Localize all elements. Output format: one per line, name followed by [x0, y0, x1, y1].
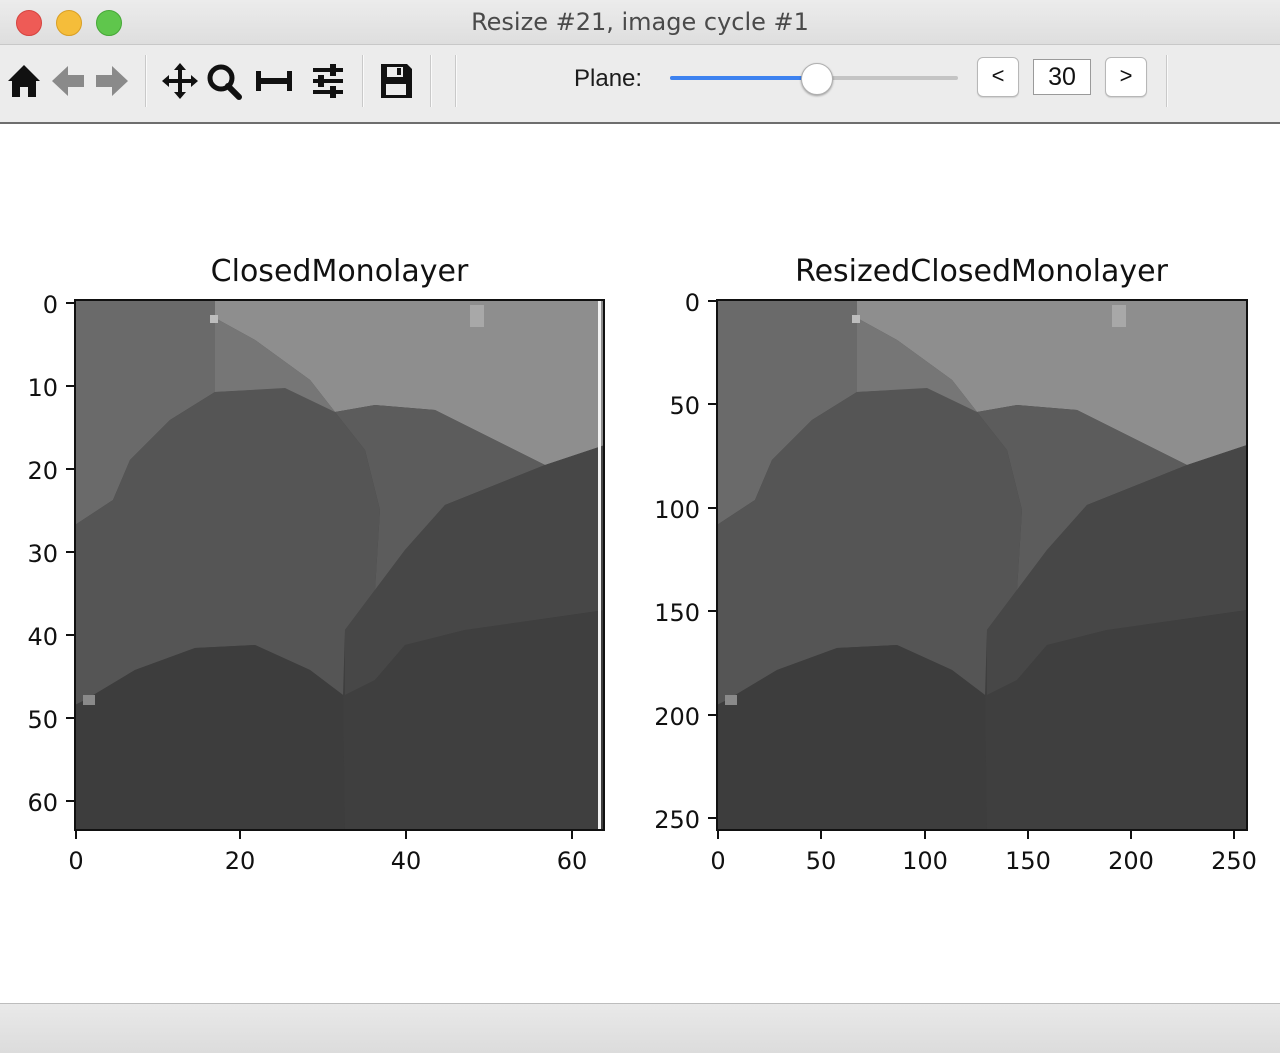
y-tick-label: 10 — [27, 374, 58, 402]
window-title: Resize #21, image cycle #1 — [471, 8, 809, 36]
x-tick-label: 60 — [557, 847, 588, 875]
x-tick: 0 — [68, 830, 84, 875]
toolbar-separator — [1166, 55, 1168, 107]
y-tick-label: 50 — [27, 706, 58, 734]
x-tick-label: 50 — [806, 847, 837, 875]
y-tick-label: 60 — [27, 789, 58, 817]
y-tick: 30 — [27, 540, 75, 568]
subplots-adjust-icon[interactable] — [254, 61, 294, 101]
y-tick: 20 — [27, 457, 75, 485]
y-tick-label: 0 — [685, 289, 700, 317]
status-bar — [0, 1003, 1280, 1053]
y-tick-label: 20 — [27, 457, 58, 485]
left-plot-title: ClosedMonolayer — [211, 254, 469, 289]
left-plot-panel: ClosedMonolayer 0 10 20 30 40 50 60 0 20… — [27, 254, 605, 875]
x-tick: 20 — [225, 830, 256, 875]
x-tick: 100 — [902, 830, 948, 875]
slider-thumb[interactable] — [800, 63, 833, 95]
y-tick-label: 150 — [654, 599, 700, 627]
y-tick: 40 — [27, 623, 75, 651]
left-y-axis: 0 10 20 30 40 50 60 — [27, 291, 75, 817]
home-icon[interactable] — [4, 61, 44, 101]
y-tick: 0 — [43, 291, 75, 319]
x-tick-label: 0 — [710, 847, 725, 875]
slider-fill — [670, 76, 817, 80]
x-tick: 200 — [1108, 830, 1154, 875]
pan-icon[interactable] — [160, 61, 200, 101]
x-tick-label: 250 — [1211, 847, 1257, 875]
x-tick: 60 — [557, 830, 588, 875]
toolbar-separator — [430, 55, 432, 107]
x-tick-label: 100 — [902, 847, 948, 875]
y-tick: 0 — [685, 289, 717, 317]
y-tick-label: 200 — [654, 703, 700, 731]
left-image[interactable] — [75, 300, 605, 830]
right-x-axis: 0 50 100 150 200 250 — [710, 830, 1257, 875]
y-tick: 200 — [654, 703, 717, 731]
left-x-axis: 0 20 40 60 — [68, 830, 587, 875]
y-tick: 50 — [27, 706, 75, 734]
y-tick-label: 100 — [654, 496, 700, 524]
y-tick: 60 — [27, 789, 75, 817]
y-tick: 50 — [669, 392, 717, 420]
plane-label: Plane: — [574, 65, 643, 92]
toolbar-separator — [145, 55, 147, 107]
left-image-edge-strip — [598, 300, 601, 830]
left-axes-frame — [74, 299, 605, 831]
figure-canvas[interactable]: ClosedMonolayer 0 10 20 30 40 50 60 0 20… — [0, 124, 1280, 1003]
x-tick-label: 20 — [225, 847, 256, 875]
x-tick-label: 40 — [391, 847, 422, 875]
right-plot-title: ResizedClosedMonolayer — [795, 254, 1168, 289]
y-tick-label: 0 — [43, 291, 58, 319]
x-tick: 40 — [391, 830, 422, 875]
y-tick-label: 50 — [669, 392, 700, 420]
x-tick: 0 — [710, 830, 726, 875]
y-tick: 250 — [654, 806, 717, 834]
save-icon[interactable] — [376, 61, 416, 101]
close-window-button[interactable] — [16, 10, 42, 36]
y-tick-label: 40 — [27, 623, 58, 651]
right-axes-frame — [716, 299, 1248, 831]
x-tick: 150 — [1005, 830, 1051, 875]
maximize-window-button[interactable] — [96, 10, 122, 36]
right-y-axis: 0 50 100 150 200 250 — [654, 289, 717, 834]
right-plot-panel: ResizedClosedMonolayer 0 50 100 150 200 … — [654, 254, 1257, 875]
toolbar-separator — [362, 55, 364, 107]
zoom-icon[interactable] — [204, 61, 244, 101]
y-tick-label: 30 — [27, 540, 58, 568]
plane-number-field[interactable]: 30 — [1033, 59, 1091, 95]
configure-icon[interactable] — [308, 61, 348, 101]
x-tick-label: 150 — [1005, 847, 1051, 875]
x-tick-label: 200 — [1108, 847, 1154, 875]
x-tick: 250 — [1211, 830, 1257, 875]
previous-plane-button[interactable]: < — [977, 57, 1019, 97]
toolbar: Plane: < 30 > — [0, 45, 1280, 124]
y-tick: 150 — [654, 599, 717, 627]
minimize-window-button[interactable] — [56, 10, 82, 36]
y-tick-label: 250 — [654, 806, 700, 834]
y-tick: 100 — [654, 496, 717, 524]
x-tick: 50 — [806, 830, 837, 875]
toolbar-separator — [455, 55, 457, 107]
title-bar: Resize #21, image cycle #1 — [0, 0, 1280, 45]
right-image[interactable] — [717, 300, 1247, 830]
back-arrow-icon[interactable] — [48, 61, 88, 101]
next-plane-button[interactable]: > — [1105, 57, 1147, 97]
x-tick-label: 0 — [68, 847, 83, 875]
forward-arrow-icon[interactable] — [92, 61, 132, 101]
y-tick: 10 — [27, 374, 75, 402]
